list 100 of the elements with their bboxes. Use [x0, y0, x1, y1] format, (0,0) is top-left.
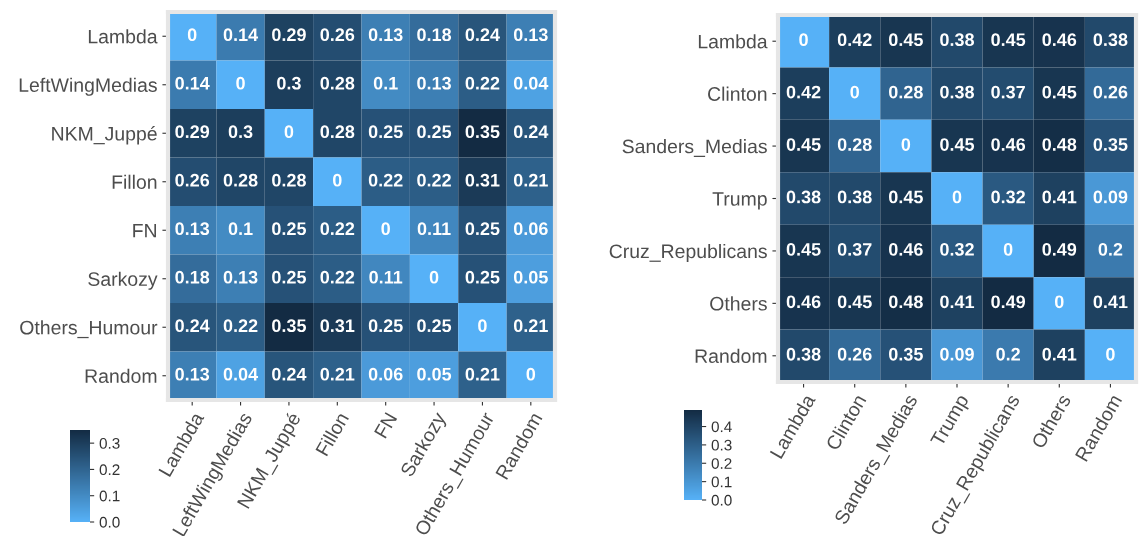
data-label: 0.11	[417, 222, 451, 236]
color-bar-label: 0.1	[99, 490, 120, 502]
y-tick-label: Clinton	[708, 86, 767, 101]
data-label: 0.41	[1093, 295, 1128, 309]
data-label: 0.3	[277, 76, 301, 90]
data-label: 0.38	[940, 33, 975, 47]
data-label: 0.26	[320, 28, 355, 42]
data-label: 0	[799, 33, 808, 47]
data-label: 0.29	[175, 125, 210, 139]
data-label: 0.31	[320, 319, 355, 333]
data-label: 0.1	[228, 222, 253, 236]
color-bar-label: 0.3	[99, 438, 120, 449]
y-tick-label: Lambda	[698, 34, 768, 49]
data-label: 0.21	[320, 367, 355, 381]
data-label: 0.22	[465, 76, 500, 90]
data-label: 0.21	[513, 173, 548, 187]
y-tick-label: Random	[85, 368, 157, 383]
data-label: 0.25	[368, 125, 403, 139]
data-label: 0.26	[175, 173, 210, 187]
data-label: 0.45	[889, 190, 923, 204]
color-bar-label: 0.0	[99, 516, 120, 528]
data-label: 0.41	[1042, 190, 1077, 204]
data-label: 0.35	[272, 319, 307, 333]
data-label: 0.24	[513, 125, 549, 139]
data-label: 0	[284, 125, 294, 139]
data-label: 0.42	[837, 33, 872, 47]
data-label: 0.1	[373, 76, 398, 90]
data-label: 0.24	[272, 367, 307, 381]
data-label: 0	[952, 190, 962, 204]
data-label: 0.45	[837, 295, 872, 309]
data-label: 0.28	[223, 173, 258, 187]
y-tick-label: Sarkozy	[88, 271, 158, 290]
data-label: 0.46	[991, 138, 1026, 151]
data-label: 0.2	[1098, 242, 1123, 256]
data-label: 0.38	[786, 190, 821, 204]
data-label: 0	[1106, 347, 1115, 361]
data-label: 0.35	[465, 125, 500, 139]
data-label: 0.25	[272, 222, 307, 236]
data-label: 0.22	[368, 173, 403, 187]
data-label: 0.13	[513, 28, 548, 42]
data-label: 0.41	[940, 295, 975, 309]
data-label: 0.21	[465, 367, 500, 381]
data-label: 0.45	[1042, 85, 1077, 99]
data-label: 0.28	[320, 76, 355, 90]
data-label: 0.28	[889, 85, 923, 99]
data-label: 0	[1054, 295, 1064, 309]
data-label: 0.13	[175, 222, 210, 236]
data-label: 0	[333, 173, 342, 187]
data-label: 0.46	[889, 242, 923, 256]
data-label: 0.25	[465, 222, 500, 236]
data-label: 0	[1003, 242, 1013, 256]
data-label: 0.11	[369, 270, 403, 284]
data-label: 0.13	[223, 270, 258, 284]
color-bar-label: 0.2	[99, 464, 120, 476]
y-tick-label: Lambda	[88, 29, 158, 44]
x-tick-label: FN	[374, 412, 398, 439]
data-label: 0.25	[417, 319, 452, 333]
data-label: 0.35	[889, 347, 923, 361]
y-tick-label: Cruz_Republicans	[609, 243, 767, 263]
color-bar-label: 0.2	[711, 458, 732, 469]
y-tick-label: Others_Humour	[20, 320, 158, 339]
data-label: 0.37	[991, 85, 1025, 99]
data-label: 0	[850, 85, 859, 99]
data-label: 0.25	[417, 125, 452, 139]
data-label: 0.25	[272, 270, 307, 284]
data-label: 0	[187, 28, 197, 42]
data-label: 0.46	[786, 295, 821, 309]
data-label: 0.49	[1042, 242, 1077, 256]
data-label: 0.13	[175, 367, 210, 381]
color-bar-label: 0.1	[711, 476, 732, 488]
data-label: 0.28	[320, 125, 355, 139]
data-label: 0.35	[1093, 138, 1128, 151]
data-label: 0.25	[465, 270, 500, 284]
color-bar-label: 0.0	[711, 494, 732, 506]
data-label: 0.22	[417, 173, 451, 187]
data-label: 0.45	[786, 242, 821, 256]
data-label: 0.38	[837, 190, 872, 204]
y-tick-label: LeftWingMedias	[19, 77, 157, 96]
data-label: 0.45	[786, 138, 821, 151]
data-label: 0	[236, 76, 245, 90]
data-label: 0	[429, 270, 439, 284]
data-label: 0.38	[940, 85, 975, 99]
data-label: 0.48	[889, 295, 923, 309]
data-label: 0.05	[417, 367, 452, 381]
data-label: 0.26	[1093, 85, 1128, 99]
y-tick-label: FN	[133, 223, 156, 238]
data-label: 0	[381, 222, 390, 236]
data-label: 0.24	[465, 28, 500, 42]
data-label: 0.2	[996, 347, 1020, 361]
data-label: 0.04	[223, 367, 259, 381]
data-label: 0.25	[368, 319, 403, 333]
data-label: 0.45	[991, 33, 1026, 47]
data-label: 0	[526, 367, 536, 381]
data-label: 0.13	[417, 76, 451, 90]
data-label: 0.06	[368, 367, 403, 381]
data-label: 0.18	[175, 270, 210, 284]
y-tick-label: Others	[710, 296, 767, 311]
data-label: 0.42	[786, 85, 821, 99]
data-label: 0.32	[940, 242, 974, 256]
data-label: 0.09	[940, 347, 974, 361]
